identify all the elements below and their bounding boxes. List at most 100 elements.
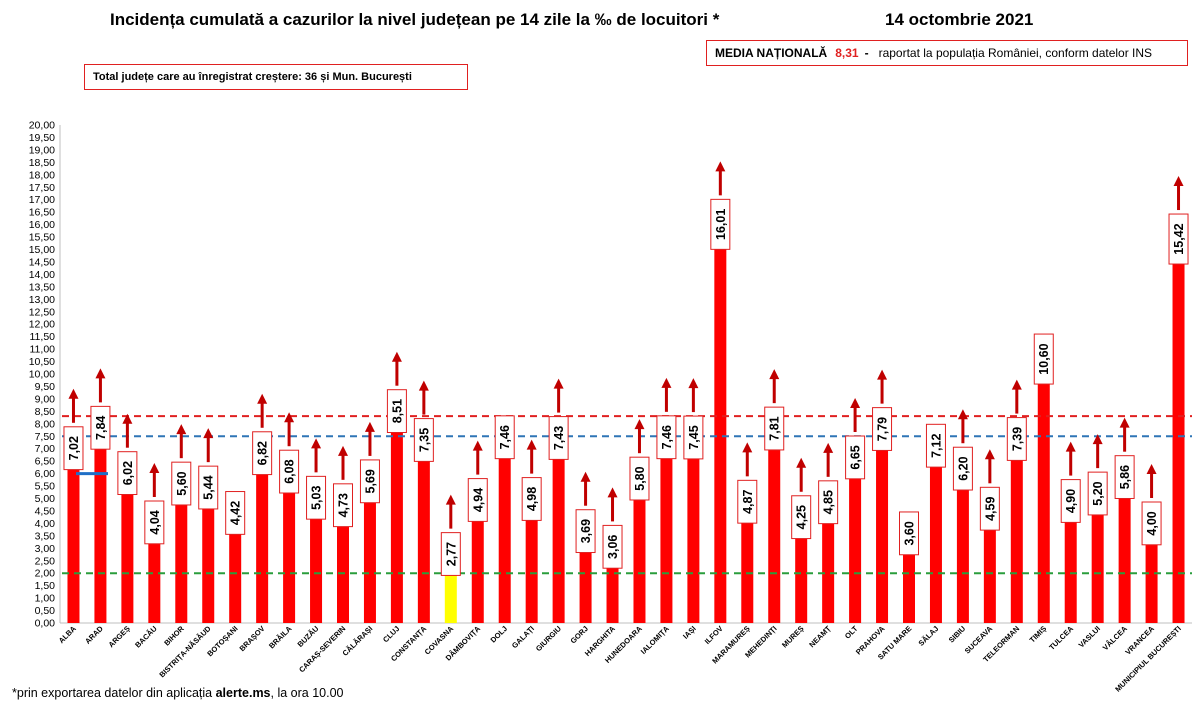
value-label-box [845,435,866,480]
value-label-box [872,407,893,451]
bar-maramureș [741,501,754,623]
value-label: 7,81 [768,416,782,440]
x-tick-label: BRAȘOV [237,624,266,653]
bar-călărași [363,481,376,623]
value-label: 7,84 [94,416,108,440]
x-tick-label: BIHOR [162,624,186,648]
value-label-box [1114,455,1135,499]
bar-buzău [310,497,323,623]
value-label: 4,25 [795,505,809,529]
national-average-value: 8,31 [835,46,859,60]
bar-vaslui [1091,493,1104,623]
value-label: 5,86 [1118,465,1132,489]
footnote: *prin exportarea datelor din aplicația a… [12,686,343,700]
y-tick-label: 3,50 [35,530,56,542]
value-label: 4,42 [229,501,243,525]
x-tick-label: OLT [843,624,860,641]
national-average-label: MEDIA NAȚIONALĂ [715,46,828,60]
increase-arrow-head [769,369,780,380]
value-label-box [1087,471,1108,516]
increase-arrow-head [311,438,322,449]
bar-alba [67,448,80,623]
bar-giurgiu [552,437,565,623]
increase-arrow-head [284,412,295,423]
value-label-box [225,491,246,535]
value-label-box [1141,501,1162,546]
increase-arrow-head [203,428,214,439]
value-label: 5,60 [175,471,189,495]
bar-vrancea [1145,523,1158,623]
value-label: 6,65 [849,445,863,469]
value-label: 7,02 [67,436,81,460]
footnote-suffix: , la ora 10.00 [270,686,344,700]
bar-dolj [498,437,511,623]
value-label-box [198,465,219,510]
increase-total-box: Total județe care au înregistrat creșter… [84,64,468,90]
increase-arrow-head [68,388,79,399]
increase-arrow-head [715,161,726,172]
x-tick-label: BUZĂU [296,624,321,649]
bar-suceava [983,508,996,623]
chart-title: Incidența cumulată a cazurilor la nivel … [110,10,720,29]
value-label-box [764,406,785,451]
value-label-box [979,486,1000,531]
chart-date: 14 octombrie 2021 [885,10,1034,29]
y-tick-label: 14,50 [29,256,55,268]
value-label: 2,77 [444,542,458,566]
x-tick-label: CARAȘ-SEVERIN [297,624,347,674]
value-label-box [925,423,946,468]
increase-arrow-head [95,368,106,379]
value-label: 4,85 [822,490,836,514]
y-tick-label: 17,00 [29,194,55,206]
increase-arrow-head [1146,464,1157,474]
bar-mureș [795,517,808,623]
bar-timiș [1037,359,1050,623]
value-label: 3,06 [606,535,620,559]
bar-sibiu [956,468,969,623]
increase-arrow-head [984,449,995,460]
bar-iași [687,437,700,623]
value-label: 6,02 [121,461,135,485]
bar-cluj [390,411,403,623]
value-label-box [171,461,192,506]
y-tick-label: 14,00 [29,269,55,281]
bar-argeș [121,473,134,623]
x-tick-label: GALAȚI [510,624,536,650]
bar-constanța [417,439,430,623]
y-tick-label: 0,00 [35,618,56,630]
bar-tulcea [1064,500,1077,623]
value-label: 6,08 [283,459,297,483]
y-tick-label: 12,00 [29,319,55,331]
y-tick-label: 2,00 [35,568,56,580]
increase-arrow-head [1119,417,1130,428]
bar-satu mare [903,533,915,623]
y-tick-label: 1,00 [35,593,56,605]
value-label-box [117,451,138,496]
value-label-box [791,495,812,540]
y-tick-label: 4,50 [35,505,56,517]
value-label: 10,60 [1037,343,1051,374]
bar-caraș-severin [337,505,349,623]
bar-arad [94,427,107,623]
value-label: 3,60 [903,521,917,545]
value-label: 7,43 [552,426,566,450]
bar-vâlcea [1118,477,1131,623]
increase-arrow-head [1092,434,1103,445]
national-average-box: MEDIA NAȚIONALĂ 8,31 - raportat la popul… [706,40,1188,66]
value-label-box [602,524,623,569]
value-label-box [521,477,542,521]
value-label: 6,20 [956,456,970,480]
value-label: 4,87 [741,490,755,514]
y-tick-label: 6,50 [35,456,56,468]
increase-arrow-head [418,380,429,391]
x-tick-label: SĂLAJ [917,624,941,648]
value-label-box [683,415,704,460]
y-tick-label: 6,00 [35,468,56,480]
value-label-box [494,415,515,460]
increase-arrow-head [338,445,348,456]
bar-sălaj [929,445,942,623]
value-label-box [144,500,165,545]
y-tick-label: 0,50 [35,605,56,617]
bar-gorj [579,531,592,623]
increase-arrow-head [391,351,402,362]
